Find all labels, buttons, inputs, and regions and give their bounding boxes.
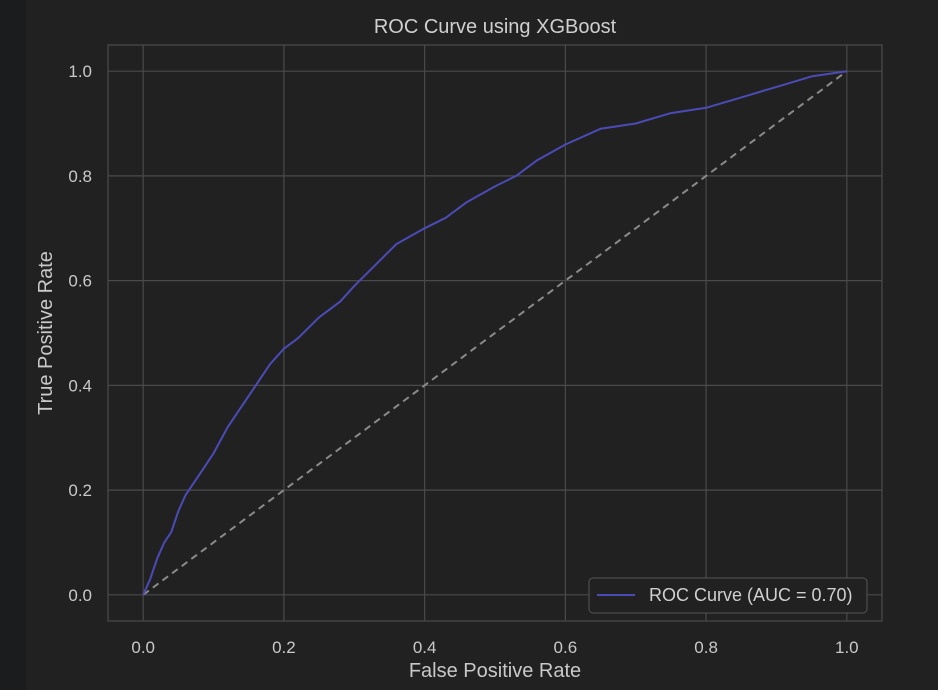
x-tick-label: 0.8 <box>694 638 718 657</box>
figure-frame <box>0 0 26 690</box>
chance-diagonal-line <box>142 70 848 596</box>
y-tick-label: 0.6 <box>68 272 92 291</box>
y-tick-label: 1.0 <box>68 62 92 81</box>
x-grid <box>142 45 848 621</box>
legend-box <box>588 577 868 614</box>
legend: ROC Curve (AUC = 0.70) <box>588 577 868 614</box>
x-tick-label: 0.0 <box>131 638 155 657</box>
legend-label: ROC Curve (AUC = 0.70) <box>649 585 853 605</box>
x-tick-label: 0.2 <box>272 638 296 657</box>
chart-title: ROC Curve using XGBoost <box>374 16 617 38</box>
x-tick-label: 1.0 <box>835 638 859 657</box>
x-tick-labels: 0.0 0.2 0.4 0.6 0.8 1.0 <box>131 638 858 657</box>
y-tick-labels: 0.0 0.2 0.4 0.6 0.8 1.0 <box>68 62 92 605</box>
y-tick-label: 0.2 <box>68 481 92 500</box>
x-tick-label: 0.6 <box>554 638 578 657</box>
y-axis-title: True Positive Rate <box>35 251 57 415</box>
y-tick-label: 0.0 <box>68 586 92 605</box>
y-tick-label: 0.8 <box>68 167 92 186</box>
x-axis-title: False Positive Rate <box>409 660 581 682</box>
x-tick-label: 0.4 <box>413 638 437 657</box>
y-tick-label: 0.4 <box>68 376 92 395</box>
series-layer <box>142 70 848 596</box>
plot-border <box>107 44 883 622</box>
roc-curve-line <box>142 70 847 596</box>
